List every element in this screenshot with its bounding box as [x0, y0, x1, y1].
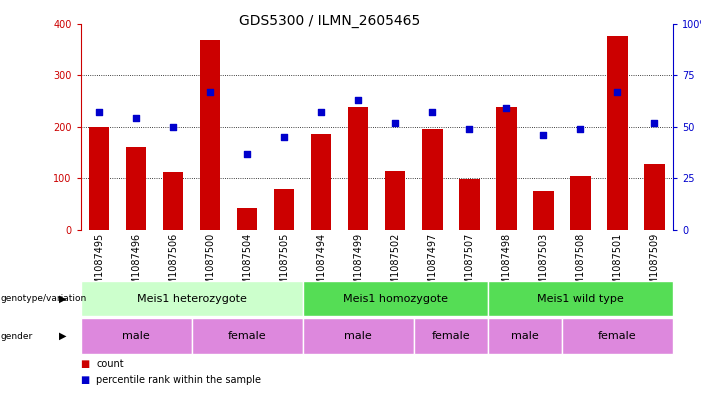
- Point: [390, 119, 401, 126]
- Text: ▶: ▶: [60, 331, 67, 341]
- Text: gender: gender: [1, 332, 33, 340]
- Bar: [348, 107, 369, 230]
- Text: ■: ■: [81, 358, 90, 369]
- Point: [538, 132, 549, 138]
- Text: GSM1087494: GSM1087494: [316, 232, 326, 298]
- Point: [93, 109, 104, 116]
- Point: [649, 119, 660, 126]
- Text: percentile rank within the sample: percentile rank within the sample: [96, 375, 261, 385]
- Bar: [562, 318, 673, 354]
- Text: male: male: [511, 331, 539, 341]
- Text: GSM1087500: GSM1087500: [205, 232, 215, 298]
- Bar: [303, 318, 414, 354]
- Bar: [237, 208, 257, 230]
- Point: [130, 116, 142, 122]
- Text: GSM1087505: GSM1087505: [279, 232, 290, 298]
- Text: GSM1087502: GSM1087502: [390, 232, 400, 298]
- Bar: [644, 164, 665, 230]
- Text: genotype/variation: genotype/variation: [1, 294, 87, 303]
- Point: [612, 88, 623, 95]
- Text: count: count: [96, 358, 123, 369]
- Bar: [163, 172, 184, 230]
- Text: GSM1087501: GSM1087501: [613, 232, 622, 298]
- Text: GSM1087508: GSM1087508: [576, 232, 585, 298]
- Bar: [533, 191, 554, 230]
- Bar: [126, 147, 147, 230]
- Text: male: male: [122, 331, 150, 341]
- Point: [353, 97, 364, 103]
- Bar: [311, 134, 332, 230]
- Point: [315, 109, 327, 116]
- Point: [575, 126, 586, 132]
- Text: Meis1 heterozygote: Meis1 heterozygote: [137, 294, 247, 304]
- Bar: [191, 318, 303, 354]
- Bar: [274, 189, 294, 230]
- Text: GSM1087495: GSM1087495: [94, 232, 104, 298]
- Text: GSM1087503: GSM1087503: [538, 232, 548, 298]
- Bar: [414, 318, 488, 354]
- Bar: [303, 281, 488, 316]
- Point: [427, 109, 438, 116]
- Bar: [570, 176, 590, 230]
- Text: male: male: [344, 331, 372, 341]
- Bar: [385, 171, 405, 230]
- Text: ▶: ▶: [60, 294, 67, 304]
- Text: GSM1087507: GSM1087507: [464, 232, 475, 298]
- Text: ■: ■: [81, 375, 90, 385]
- Text: GSM1087509: GSM1087509: [649, 232, 660, 298]
- Text: Meis1 homozygote: Meis1 homozygote: [343, 294, 448, 304]
- Text: female: female: [432, 331, 470, 341]
- Text: GSM1087498: GSM1087498: [501, 232, 511, 298]
- Text: female: female: [228, 331, 266, 341]
- Bar: [488, 318, 562, 354]
- Bar: [459, 179, 479, 230]
- Point: [501, 105, 512, 111]
- Text: GSM1087506: GSM1087506: [168, 232, 178, 298]
- Text: GDS5300 / ILMN_2605465: GDS5300 / ILMN_2605465: [239, 14, 420, 28]
- Point: [242, 151, 253, 157]
- Bar: [496, 107, 517, 230]
- Bar: [607, 37, 627, 230]
- Text: GSM1087496: GSM1087496: [131, 232, 141, 298]
- Text: Meis1 wild type: Meis1 wild type: [537, 294, 624, 304]
- Point: [278, 134, 290, 140]
- Bar: [200, 40, 220, 230]
- Text: GSM1087499: GSM1087499: [353, 232, 363, 298]
- Bar: [488, 281, 673, 316]
- Bar: [422, 129, 442, 230]
- Text: GSM1087497: GSM1087497: [428, 232, 437, 298]
- Bar: [89, 127, 109, 230]
- Text: GSM1087504: GSM1087504: [243, 232, 252, 298]
- Point: [205, 88, 216, 95]
- Point: [464, 126, 475, 132]
- Bar: [81, 281, 303, 316]
- Text: female: female: [598, 331, 637, 341]
- Bar: [81, 318, 191, 354]
- Point: [168, 123, 179, 130]
